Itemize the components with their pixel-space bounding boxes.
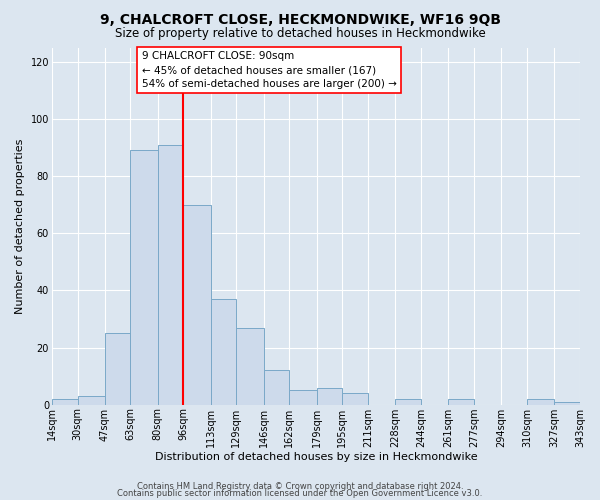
Bar [184,204,211,404]
Bar [105,333,130,404]
Text: 9, CHALCROFT CLOSE, HECKMONDWIKE, WF16 9QB: 9, CHALCROFT CLOSE, HECKMONDWIKE, WF16 9… [100,12,500,26]
Bar [343,393,368,404]
Text: 9 CHALCROFT CLOSE: 90sqm
← 45% of detached houses are smaller (167)
54% of semi-: 9 CHALCROFT CLOSE: 90sqm ← 45% of detach… [142,51,397,89]
Bar [289,390,317,404]
Bar [52,399,77,404]
Bar [554,402,580,404]
Text: Size of property relative to detached houses in Heckmondwike: Size of property relative to detached ho… [115,28,485,40]
Bar [130,150,158,404]
Bar [77,396,105,404]
Text: Contains public sector information licensed under the Open Government Licence v3: Contains public sector information licen… [118,490,482,498]
Text: Contains HM Land Registry data © Crown copyright and database right 2024.: Contains HM Land Registry data © Crown c… [137,482,463,491]
Bar [158,144,184,404]
Bar [527,399,554,404]
Bar [448,399,474,404]
Bar [317,388,343,404]
Bar [264,370,289,404]
Bar [236,328,264,404]
X-axis label: Distribution of detached houses by size in Heckmondwike: Distribution of detached houses by size … [155,452,477,462]
Bar [211,299,236,405]
Y-axis label: Number of detached properties: Number of detached properties [15,138,25,314]
Bar [395,399,421,404]
